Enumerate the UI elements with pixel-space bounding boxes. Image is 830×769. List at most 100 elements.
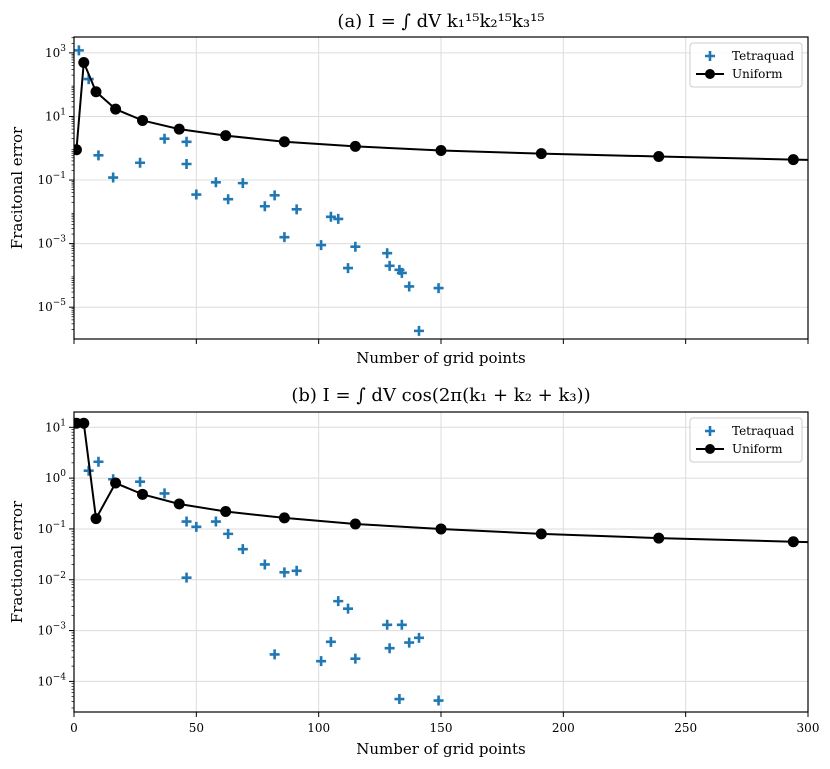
- tetraquad-point: [181, 158, 192, 169]
- tetraquad-point: [413, 325, 424, 336]
- tetraquad-point: [191, 521, 202, 532]
- series-tetraquad: [74, 45, 444, 336]
- legend-box: [689, 42, 803, 88]
- uniform-point: [653, 532, 665, 544]
- tetraquad-point: [210, 177, 221, 188]
- tetraquad-point: [396, 267, 407, 278]
- uniform-point: [137, 488, 149, 500]
- y-tick-label: 100: [45, 469, 66, 485]
- y-axis-label: Fracitonal error: [8, 126, 26, 249]
- uniform-point: [74, 144, 82, 156]
- tetraquad-point: [279, 567, 290, 578]
- tetraquad-point: [181, 516, 192, 527]
- uniform-point: [220, 506, 232, 518]
- legend-tetraquad-marker: [705, 51, 715, 61]
- uniform-point: [535, 148, 547, 160]
- y-tick-label: 10−2: [37, 571, 66, 587]
- uniform-point: [90, 86, 102, 98]
- plot-area: [74, 417, 808, 706]
- tetraquad-point: [159, 133, 170, 144]
- y-tick-label: 10−3: [37, 235, 66, 251]
- uniform-point: [110, 103, 122, 115]
- tetraquad-point: [259, 201, 270, 212]
- x-tick-label: 100: [307, 721, 330, 735]
- legend-box: [689, 417, 803, 463]
- uniform-point: [78, 56, 90, 68]
- tetraquad-point: [269, 190, 280, 201]
- uniform-point: [435, 145, 447, 157]
- legend: Tetraquad Uniform: [689, 42, 803, 88]
- x-tick-label: 200: [552, 721, 575, 735]
- tetraquad-point: [343, 263, 354, 274]
- tetraquad-point: [394, 694, 405, 705]
- tetraquad-point: [108, 172, 119, 183]
- tetraquad-point: [433, 283, 444, 294]
- tetraquad-point: [316, 240, 327, 251]
- y-tick-label: 101: [45, 107, 66, 123]
- x-tick-label: 50: [189, 721, 204, 735]
- tetraquad-point: [291, 565, 302, 576]
- tetraquad-point: [223, 194, 234, 205]
- tetraquad-point: [382, 248, 393, 259]
- legend-label: Tetraquad: [732, 49, 794, 63]
- tetraquad-point: [333, 596, 344, 607]
- tetraquad-point: [384, 643, 395, 654]
- x-tick-label: 150: [430, 721, 453, 735]
- tetraquad-point: [316, 656, 327, 667]
- uniform-point: [787, 154, 799, 166]
- tetraquad-point: [259, 559, 270, 570]
- y-tick-label: 10−4: [37, 672, 66, 688]
- legend: Tetraquad Uniform: [689, 417, 803, 463]
- tetraquad-point: [237, 544, 248, 555]
- x-axis: [73, 339, 809, 344]
- uniform-point: [535, 528, 547, 540]
- tetraquad-point: [404, 637, 415, 648]
- uniform-point: [220, 130, 232, 142]
- uniform-point: [435, 523, 447, 535]
- tetraquad-point: [210, 516, 221, 527]
- tetraquad-point: [433, 695, 444, 706]
- tetraquad-point: [413, 632, 424, 643]
- chart-title: (a) I = ∫ dV k₁¹⁵k₂¹⁵k₃¹⁵: [337, 11, 544, 32]
- uniform-point: [78, 417, 90, 429]
- tetraquad-point: [279, 232, 290, 243]
- x-axis: 0 50 100 150 200 250 300: [70, 712, 819, 735]
- panel-a: 10−5 10−3 10−1 101 103 (a) I = ∫ dV k₁¹⁵k₂¹⁵k…: [8, 11, 809, 367]
- y-axis: 10−4 10−3 10−2 10−1 100 101: [37, 418, 74, 709]
- x-axis-label: Number of grid points: [356, 349, 526, 367]
- tetraquad-point: [350, 653, 361, 664]
- tetraquad-point: [325, 636, 336, 647]
- x-tick-label: 250: [674, 721, 697, 735]
- y-tick-label: 10−1: [37, 171, 66, 187]
- uniform-point: [278, 136, 290, 148]
- tetraquad-point: [404, 281, 415, 292]
- tetraquad-point: [325, 211, 336, 222]
- y-tick-label: 10−3: [37, 622, 66, 638]
- tetraquad-point: [382, 619, 393, 630]
- uniform-line: [76, 422, 808, 544]
- uniform-point: [278, 512, 290, 524]
- uniform-point: [173, 498, 185, 510]
- uniform-point: [173, 123, 185, 135]
- uniform-point: [787, 536, 799, 548]
- tetraquad-point: [291, 204, 302, 215]
- tetraquad-point: [333, 213, 344, 224]
- x-tick-label: 300: [797, 721, 820, 735]
- chart-title: (b) I = ∫ dV cos(2π(k₁ + k₂ + k₃)): [291, 385, 590, 406]
- tetraquad-point: [135, 157, 146, 168]
- tetraquad-point: [223, 528, 234, 539]
- tetraquad-point: [93, 456, 104, 467]
- tetraquad-point: [237, 178, 248, 189]
- uniform-point: [349, 140, 361, 152]
- y-tick-label: 10−1: [37, 520, 66, 536]
- x-tick-label: 0: [70, 721, 78, 735]
- legend-label: Tetraquad: [732, 424, 794, 438]
- tetraquad-point: [191, 189, 202, 200]
- tetraquad-point: [93, 150, 104, 161]
- tetraquad-point: [74, 45, 84, 56]
- tetraquad-point: [396, 619, 407, 630]
- tetraquad-point: [384, 260, 395, 271]
- grid-lines: [74, 37, 808, 339]
- legend-label: Uniform: [732, 67, 783, 81]
- legend-label: Uniform: [732, 442, 783, 456]
